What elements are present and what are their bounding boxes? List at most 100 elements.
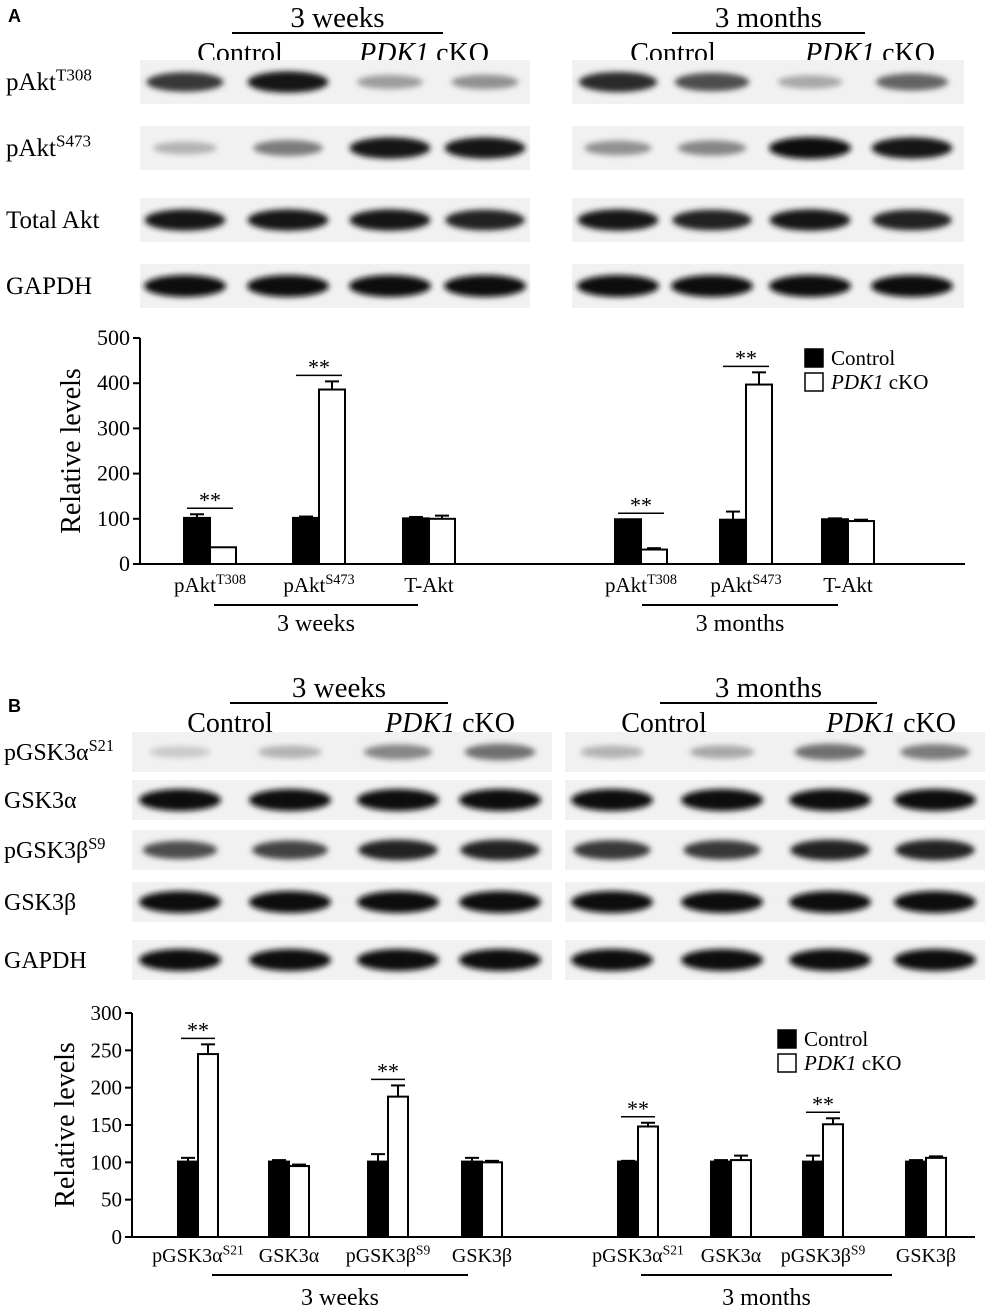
legend-label-control: Control bbox=[804, 1027, 868, 1051]
y-tick-label-500: 500 bbox=[97, 325, 130, 350]
x-tick-label-3-months-t-akt-base: T-Akt bbox=[823, 573, 873, 597]
blot-period-3-months: 3 months bbox=[715, 672, 822, 704]
bar-control-3-weeks-pakt-t308 bbox=[183, 516, 211, 565]
blot-row-pakt-t308-band-1-3 bbox=[875, 73, 949, 91]
y-tick-label-200: 200 bbox=[91, 1076, 123, 1100]
bar-cko-3-weeks-pakt-s473 bbox=[318, 388, 346, 566]
x-tick-label-3-weeks-pgsk3-s21: pGSK3αS21 bbox=[152, 1242, 244, 1267]
panel-letter-b: B bbox=[8, 696, 21, 716]
x-tick-label-3-weeks-pgsk3-s21-sup: S21 bbox=[223, 1242, 244, 1257]
sig-marker-3-months-pgsk3-s9: ** bbox=[812, 1091, 834, 1116]
blot-row-gsk3-label: GSK3β bbox=[4, 890, 76, 916]
blot-row-pgsk3-s9-band-1-0 bbox=[573, 840, 651, 860]
blot-row-pgsk3-s21-band-1-2 bbox=[794, 743, 866, 761]
x-tick-label-3-weeks-pgsk3-s9: pGSK3βS9 bbox=[346, 1242, 431, 1267]
blot-row-pgsk3-s9-band-0-1 bbox=[252, 840, 328, 860]
blot-row-pgsk3-s21-band-1-1 bbox=[689, 745, 755, 759]
blot-row-gsk3-label: GSK3α bbox=[4, 788, 77, 814]
blot-row-pakt-s473-band-1-1 bbox=[677, 140, 747, 156]
blot-row-gsk3-band-1-2 bbox=[789, 891, 871, 913]
blot-row-pgsk3-s9-band-1-2 bbox=[790, 839, 870, 861]
blot-row-pgsk3-s21-band-0-0 bbox=[149, 746, 211, 758]
blot-row-total-akt-band-0-3 bbox=[445, 209, 525, 231]
y-axis-label: Relative levels bbox=[56, 368, 87, 534]
bar-control-3-weeks-gsk3 bbox=[461, 1160, 483, 1238]
x-tick-label-3-months-t-akt: T-Akt bbox=[823, 573, 873, 597]
blot-row-total-akt-label: Total Akt bbox=[6, 207, 99, 234]
x-tick-label-3-weeks-pakt-s473: pAktS473 bbox=[283, 572, 354, 597]
sig-marker-3-weeks-pgsk3-s9: ** bbox=[377, 1058, 399, 1083]
sig-marker-3-weeks-pgsk3-s21: ** bbox=[187, 1017, 209, 1042]
blot-row-gapdh-band-0-1 bbox=[249, 949, 331, 971]
blot-row-pakt-s473-band-0-0 bbox=[153, 141, 217, 155]
bar-control-3-months-pgsk3-s21 bbox=[617, 1160, 639, 1238]
bar-control-3-months-gsk3 bbox=[710, 1160, 732, 1238]
blot-row-pgsk3-s21-band-0-1 bbox=[258, 745, 322, 759]
blot-row-gapdh-band-1-0 bbox=[571, 949, 653, 971]
legend-swatch-control bbox=[804, 348, 824, 368]
y-tick-label-300: 300 bbox=[97, 415, 130, 440]
blot-period-3-weeks: 3 weeks bbox=[290, 2, 384, 34]
blot-row-pgsk3-s9-band-0-2 bbox=[358, 839, 438, 861]
blot-row-pgsk3-s9-band-1-1 bbox=[683, 840, 761, 860]
blot-row-gsk3-band-0-3 bbox=[459, 789, 541, 811]
blot-row-pakt-t308-band-0-2 bbox=[356, 74, 424, 90]
x-tick-label-3-weeks-pakt-s473-sup: S473 bbox=[325, 572, 354, 588]
blot-row-pakt-s473-label-base: pAkt bbox=[6, 135, 56, 162]
blot-row-pgsk3-s9-band-0-3 bbox=[460, 839, 540, 861]
blot-row-gsk3-band-0-2 bbox=[357, 891, 439, 913]
blot-row-gapdh-band-1-3 bbox=[871, 275, 953, 297]
bar-control-3-weeks-pakt-s473 bbox=[292, 516, 320, 565]
y-tick-label-300: 300 bbox=[91, 1001, 123, 1025]
blot-row-gapdh-label-base: GAPDH bbox=[6, 273, 92, 300]
blot-row-total-akt-band-0-0 bbox=[144, 209, 226, 231]
sig-marker-3-months-pakt-t308: ** bbox=[630, 492, 652, 517]
blot-row-pgsk3-s21-band-1-3 bbox=[900, 744, 970, 760]
x-tick-label-3-months-pakt-t308-base: pAkt bbox=[605, 573, 647, 597]
blot-row-pgsk3-s9-label-sup: S9 bbox=[88, 834, 105, 853]
x-tick-label-3-weeks-pakt-t308-base: pAkt bbox=[174, 573, 216, 597]
blot-row-gapdh-band-1-3 bbox=[894, 949, 976, 971]
blot-row-pakt-t308-band-1-2 bbox=[777, 75, 843, 89]
x-tick-label-3-months-pakt-s473-base: pAkt bbox=[710, 573, 752, 597]
blot-row-pakt-t308-label: pAktT308 bbox=[6, 66, 92, 97]
x-tick-label-3-months-pakt-s473-sup: S473 bbox=[752, 572, 781, 588]
x-tick-label-3-months-gsk3: GSK3α bbox=[701, 1245, 762, 1267]
blot-row-pgsk3-s21-band-1-0 bbox=[580, 745, 644, 759]
legend-label-cko: PDK1 cKO bbox=[830, 370, 928, 394]
x-tick-label-3-weeks-pgsk3-s9-base: pGSK3β bbox=[346, 1245, 416, 1267]
blot-row-gsk3-label-base: GSK3α bbox=[4, 788, 77, 814]
blot-row-gapdh-band-0-3 bbox=[444, 275, 526, 297]
x-tick-label-3-weeks-t-akt-base: T-Akt bbox=[404, 573, 454, 597]
x-tick-label-3-months-pgsk3-s21: pGSK3αS21 bbox=[592, 1242, 684, 1267]
blot-period-3-weeks: 3 weeks bbox=[292, 672, 386, 704]
y-axis-label: Relative levels bbox=[50, 1042, 81, 1208]
blot-row-gsk3-band-0-3 bbox=[459, 891, 541, 913]
blot-row-gsk3-band-1-3 bbox=[894, 789, 976, 811]
bar-cko-3-months-gsk3 bbox=[925, 1156, 947, 1239]
blot-row-pgsk3-s21-label-sup: S21 bbox=[89, 736, 114, 755]
bar-cko-3-weeks-gsk3 bbox=[481, 1161, 503, 1239]
y-tick-label-0: 0 bbox=[112, 1225, 123, 1249]
blot-row-gapdh-label: GAPDH bbox=[6, 273, 92, 300]
bar-cko-3-weeks-pgsk3-s21 bbox=[197, 1053, 219, 1238]
blot-row-pgsk3-s9-label: pGSK3βS9 bbox=[4, 834, 105, 864]
blot-row-gsk3-band-0-0 bbox=[139, 789, 221, 811]
blot-row-gsk3-band-1-3 bbox=[894, 891, 976, 913]
x-tick-label-3-months-gsk3-base: GSK3α bbox=[701, 1245, 762, 1267]
y-tick-label-100: 100 bbox=[97, 506, 130, 531]
blot-row-gapdh-band-0-2 bbox=[349, 275, 431, 297]
blot-row-pgsk3-s9-band-1-3 bbox=[895, 839, 975, 861]
blot-row-pakt-s473-band-0-3 bbox=[444, 137, 526, 159]
sig-marker-3-weeks-pakt-s473: ** bbox=[308, 354, 330, 379]
x-tick-label-3-weeks-pakt-t308: pAktT308 bbox=[174, 572, 246, 597]
bar-cko-3-months-gsk3 bbox=[730, 1159, 752, 1239]
blot-row-pakt-t308-band-0-1 bbox=[247, 71, 329, 93]
blot-row-pgsk3-s21-label: pGSK3αS21 bbox=[4, 736, 114, 766]
x-tick-label-3-months-pgsk3-s9-sup: S9 bbox=[851, 1242, 866, 1257]
group-label-3-weeks: 3 weeks bbox=[301, 1285, 379, 1311]
x-tick-label-3-weeks-pakt-s473-base: pAkt bbox=[283, 573, 325, 597]
blot-row-pakt-t308-label-sup: T308 bbox=[56, 66, 92, 85]
y-tick-label-250: 250 bbox=[91, 1038, 123, 1062]
